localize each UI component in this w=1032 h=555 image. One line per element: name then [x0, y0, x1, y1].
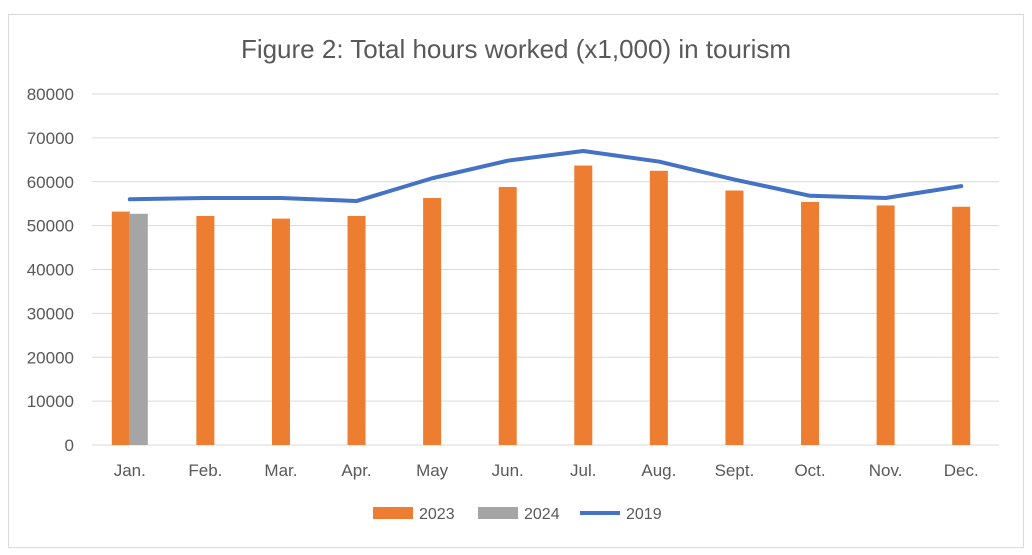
legend-label-2024: 2024	[524, 506, 560, 523]
y-tick-label: 0	[65, 436, 74, 455]
bar-2023-may	[423, 197, 442, 445]
bar-2023-apr	[347, 215, 366, 445]
bar-2023-jun	[498, 187, 517, 445]
lines	[127, 149, 964, 204]
bar-2023-sept	[725, 190, 744, 445]
y-tick-label: 50000	[27, 217, 74, 236]
x-tick-label: Sept.	[715, 461, 755, 480]
y-tick-label: 40000	[27, 261, 74, 280]
x-tick-label: Nov.	[869, 461, 903, 480]
x-axis-ticks: Jan. Feb. Mar. Apr. May Jun. Jul. Aug. Sept. Oct.…	[114, 461, 979, 480]
y-tick-label: 80000	[27, 85, 74, 104]
legend: 2023 2024 2019	[373, 506, 662, 523]
x-tick-label: Jul.	[570, 461, 596, 480]
bar-2023-jan	[111, 211, 130, 445]
y-tick-label: 70000	[27, 129, 74, 148]
gridlines	[92, 93, 999, 446]
x-tick-label: May	[416, 461, 449, 480]
bars	[111, 165, 971, 446]
y-axis-ticks: 0 10000 20000 30000 40000 50000 60000 70000 8000…	[27, 85, 74, 455]
line-2019	[127, 149, 964, 204]
y-tick-label: 10000	[27, 392, 74, 411]
bar-2023-aug	[649, 170, 668, 445]
x-tick-label: Apr.	[341, 461, 371, 480]
bar-2023-feb	[196, 215, 215, 445]
x-tick-label: Jun.	[492, 461, 524, 480]
y-tick-label: 60000	[27, 173, 74, 192]
bar-2023-jul	[574, 165, 593, 446]
bar-2024-jan	[129, 213, 148, 445]
legend-swatch-2023	[373, 507, 413, 519]
x-tick-label: Aug.	[641, 461, 676, 480]
legend-label-2023: 2023	[419, 506, 455, 523]
bar-2023-oct	[801, 201, 820, 445]
legend-label-2019: 2019	[626, 506, 662, 523]
x-tick-label: Dec.	[944, 461, 979, 480]
x-tick-label: Jan.	[114, 461, 146, 480]
bar-2023-dec	[952, 206, 971, 445]
y-tick-label: 30000	[27, 304, 74, 323]
chart-title: Figure 2: Total hours worked (x1,000) in…	[241, 34, 791, 64]
bar-2023-mar	[271, 218, 290, 445]
legend-swatch-2024	[478, 507, 518, 519]
x-tick-label: Feb.	[188, 461, 222, 480]
bar-2023-nov	[876, 205, 895, 445]
x-tick-label: Oct.	[794, 461, 825, 480]
x-tick-label: Mar.	[264, 461, 297, 480]
y-tick-label: 20000	[27, 348, 74, 367]
